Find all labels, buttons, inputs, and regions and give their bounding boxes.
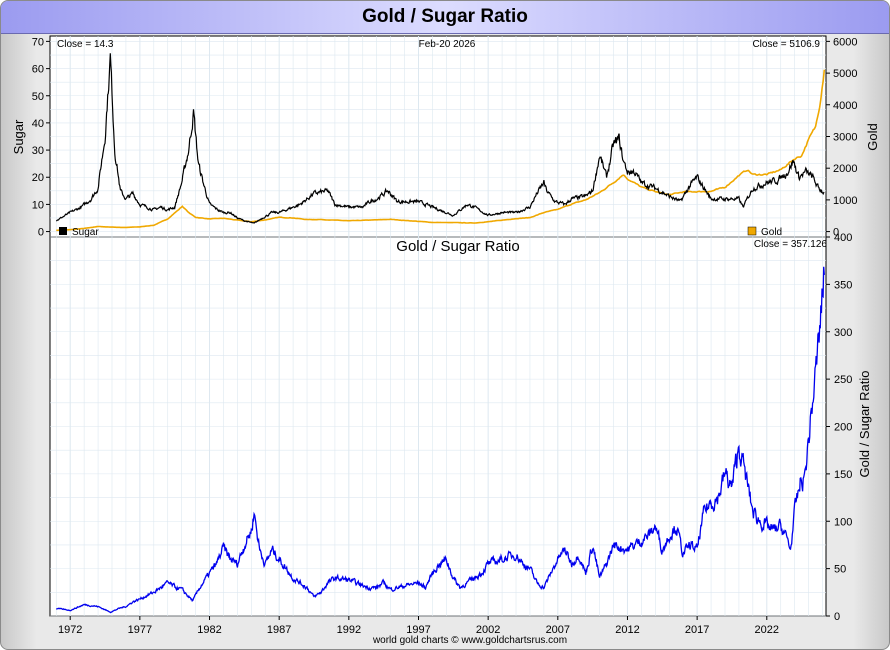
gold-tick-label: 5000 xyxy=(833,68,857,80)
sugar-close-label: Close = 14.3 xyxy=(57,39,114,50)
chart-date-label: Feb-20 2026 xyxy=(419,39,476,50)
ratio-tick-label: 300 xyxy=(834,327,852,339)
sugar-series-line xyxy=(55,53,825,224)
x-tick-label: 2002 xyxy=(476,624,500,636)
gold-close-label: Close = 5106.9 xyxy=(752,39,820,50)
x-axis-ticks: 1972 1977 1982 1987 1992 1997 2002 2007 2012 2017… xyxy=(58,616,779,636)
gold-series-line xyxy=(56,69,826,232)
gold-tick-label: 3000 xyxy=(833,132,857,144)
page-title: Gold / Sugar Ratio xyxy=(1,1,889,34)
ratio-axis-ticks: 0 50 100 150 200 250 300 350 400 xyxy=(826,232,852,623)
x-tick-label: 1982 xyxy=(197,624,221,636)
sugar-tick-label: 0 xyxy=(38,227,44,239)
x-tick-label: 1972 xyxy=(58,624,82,636)
sugar-tick-label: 30 xyxy=(32,145,44,157)
ratio-tick-label: 100 xyxy=(834,516,852,528)
ratio-series-line xyxy=(55,266,825,614)
sugar-axis-ticks: 0 10 20 30 40 50 60 70 xyxy=(32,36,50,239)
x-tick-label: 1992 xyxy=(337,624,361,636)
ratio-axis-title: Gold / Sugar Ratio xyxy=(857,371,872,478)
gold-legend-swatch xyxy=(747,226,757,236)
ratio-tick-label: 50 xyxy=(834,564,846,576)
sugar-legend-label: Sugar xyxy=(72,227,99,238)
sugar-axis-title: Sugar xyxy=(11,119,26,154)
sugar-tick-label: 70 xyxy=(32,36,44,48)
ratio-chart-title: Gold / Sugar Ratio xyxy=(396,238,519,255)
x-tick-label: 1977 xyxy=(128,624,152,636)
ratio-tick-label: 200 xyxy=(834,422,852,434)
x-tick-label: 2017 xyxy=(685,624,709,636)
x-tick-label: 1997 xyxy=(406,624,430,636)
x-tick-label: 1987 xyxy=(267,624,291,636)
footer-credit: world gold charts © www.goldchartsrus.co… xyxy=(372,635,567,646)
gold-tick-label: 0 xyxy=(833,227,839,239)
ratio-tick-label: 350 xyxy=(834,279,852,291)
sugar-tick-label: 40 xyxy=(32,118,44,130)
ratio-tick-label: 0 xyxy=(834,611,840,623)
ratio-tick-label: 250 xyxy=(834,374,852,386)
bottom-grid xyxy=(50,236,826,617)
ratio-close-label: Close = 357.126 xyxy=(754,239,828,250)
sugar-tick-label: 10 xyxy=(32,199,44,211)
gold-legend-label: Gold xyxy=(761,227,782,238)
sugar-tick-label: 20 xyxy=(32,172,44,184)
gold-tick-label: 6000 xyxy=(833,36,857,48)
sugar-legend-swatch xyxy=(59,227,67,235)
x-tick-label: 2022 xyxy=(755,624,779,636)
sugar-tick-label: 50 xyxy=(32,91,44,103)
sugar-tick-label: 60 xyxy=(32,64,44,76)
gold-axis-ticks: 0 1000 2000 3000 4000 5000 6000 xyxy=(826,36,857,239)
gold-tick-label: 4000 xyxy=(833,100,857,112)
ratio-tick-label: 150 xyxy=(834,469,852,481)
x-tick-label: 2012 xyxy=(615,624,639,636)
gold-axis-title: Gold xyxy=(865,123,880,150)
gold-tick-label: 1000 xyxy=(833,195,857,207)
gold-tick-label: 2000 xyxy=(833,163,857,175)
x-tick-label: 2007 xyxy=(546,624,570,636)
ratio-tick-label: 400 xyxy=(834,232,852,244)
